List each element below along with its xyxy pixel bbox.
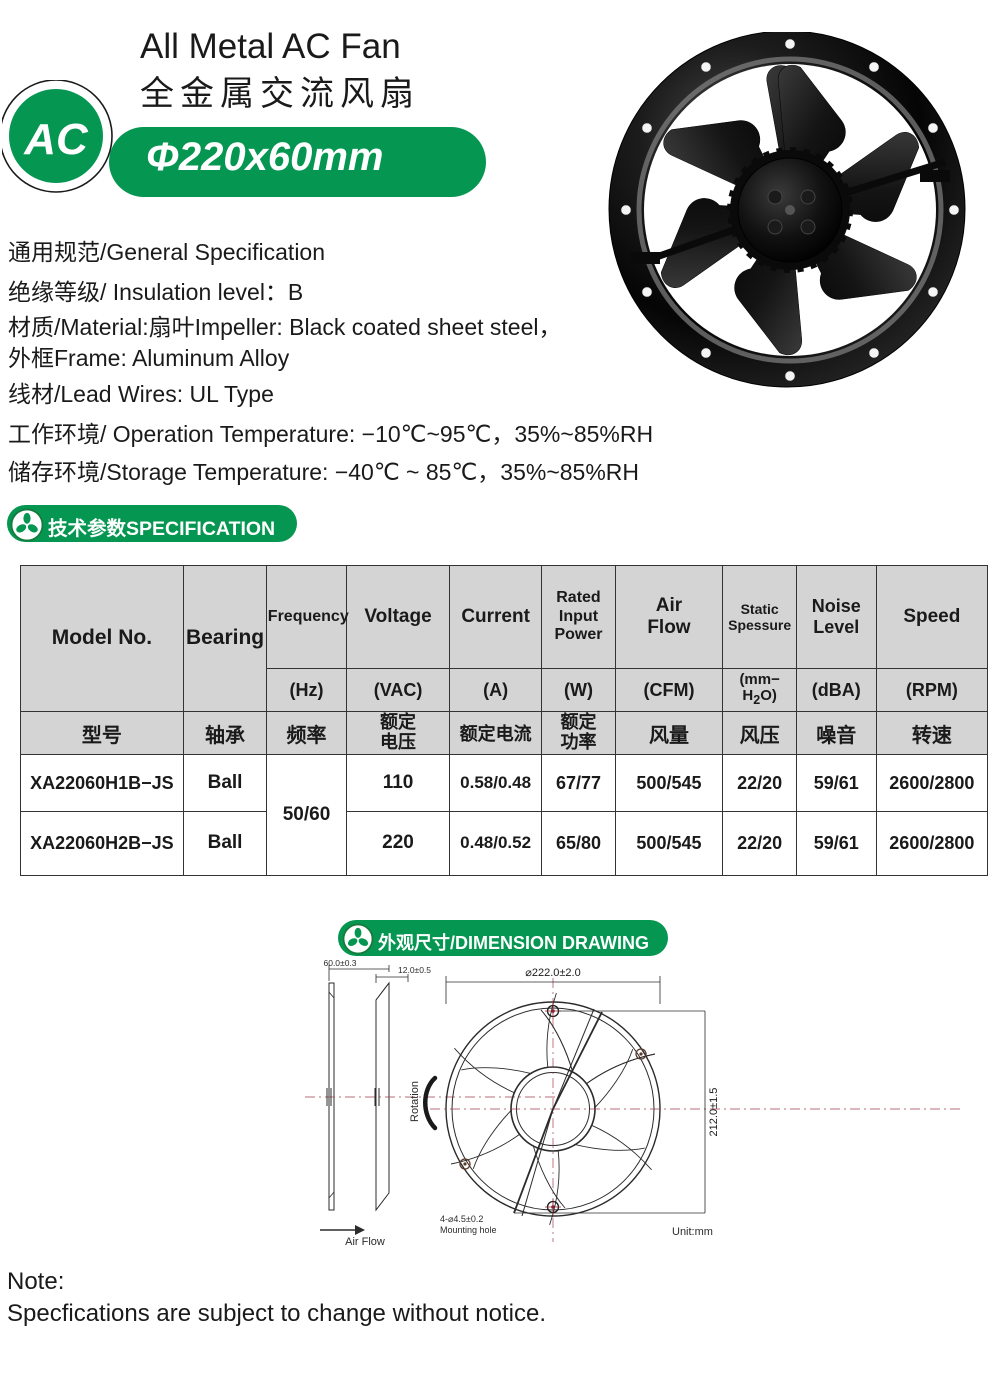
svg-text:4-⌀4.5±0.2: 4-⌀4.5±0.2: [440, 1214, 483, 1224]
svg-text:Mounting hole: Mounting hole: [440, 1225, 497, 1235]
svg-text:Unit:mm: Unit:mm: [672, 1226, 713, 1238]
svg-text:212.0±1.5: 212.0±1.5: [708, 1088, 720, 1137]
svg-text:Air Flow: Air Flow: [345, 1236, 385, 1248]
svg-text:Rotation: Rotation: [409, 1081, 421, 1122]
svg-text:60.0±0.3: 60.0±0.3: [323, 960, 356, 968]
svg-text:AC: AC: [23, 115, 89, 164]
svg-text:⌀222.0±2.0: ⌀222.0±2.0: [525, 967, 580, 979]
svg-text:12.0±0.5: 12.0±0.5: [398, 965, 431, 975]
